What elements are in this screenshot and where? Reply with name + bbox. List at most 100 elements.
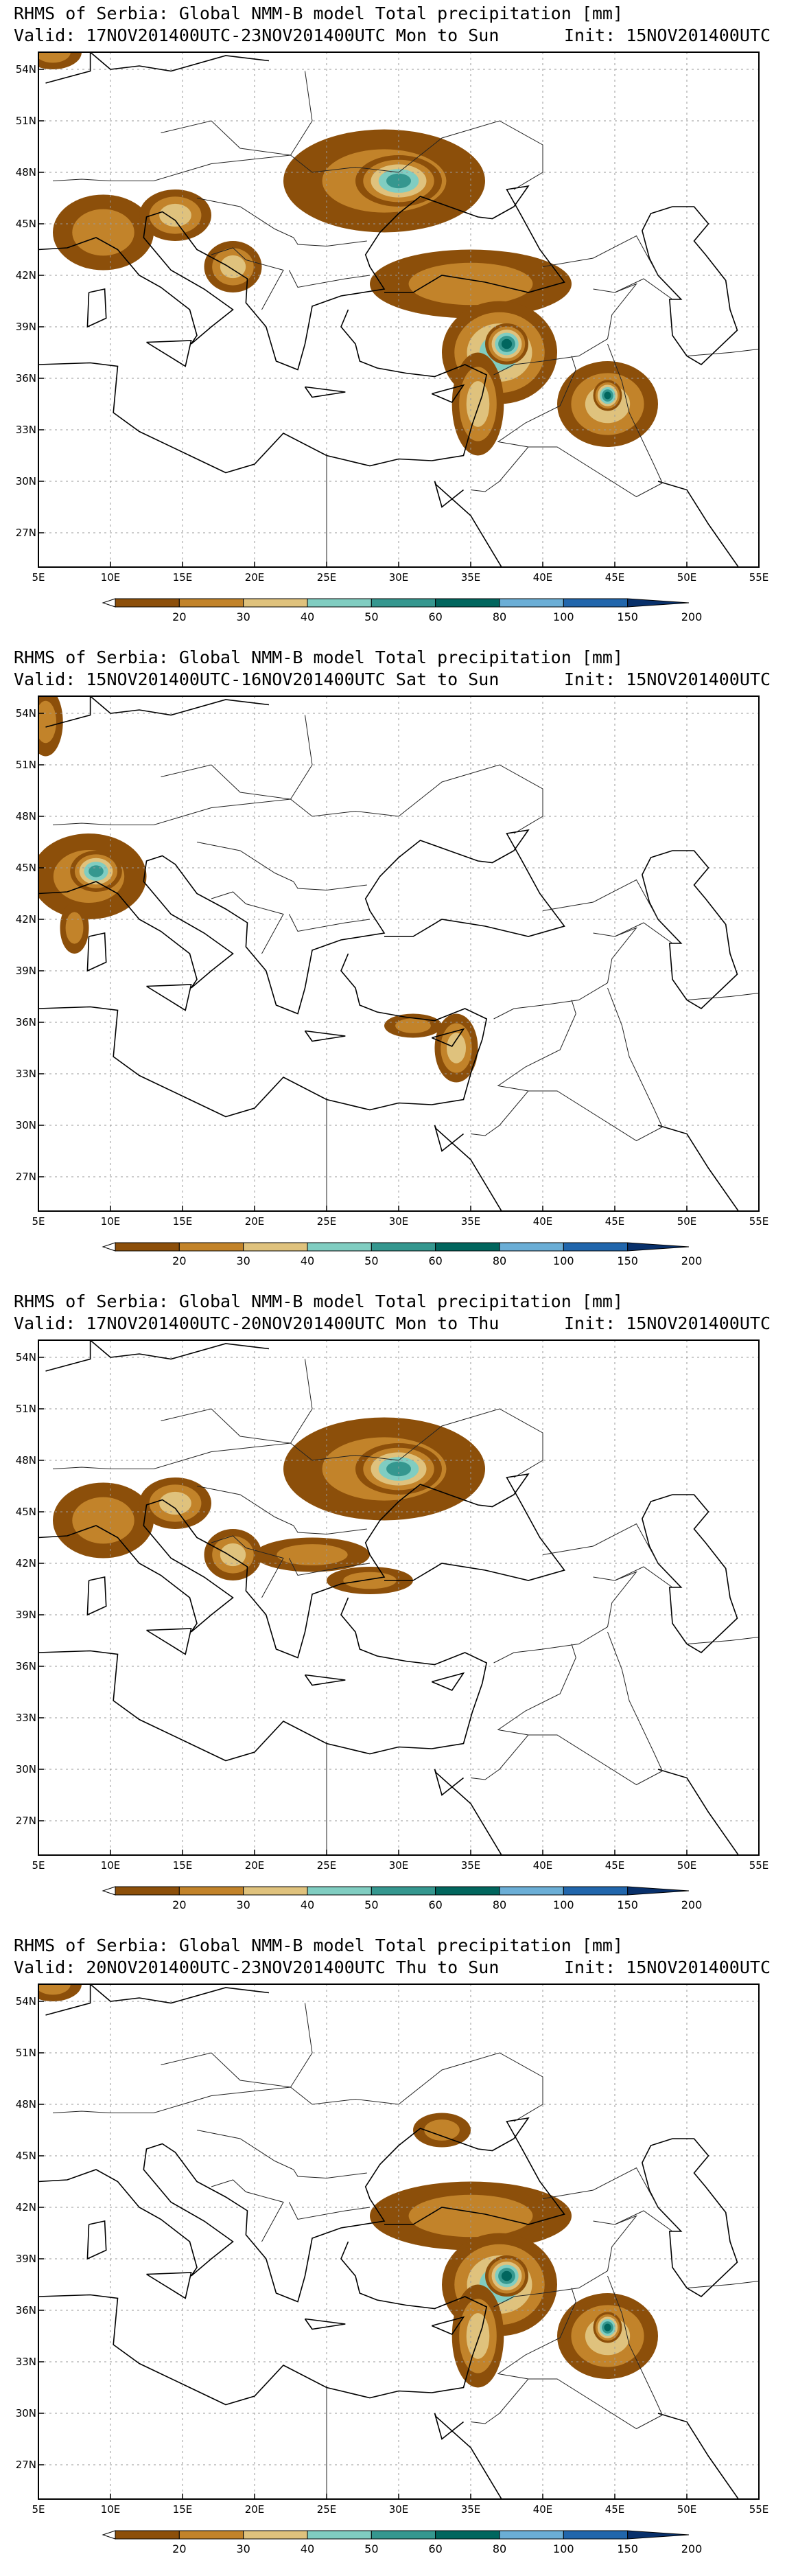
colorbar-label: 80 [493,610,506,623]
precip-contour [38,1984,71,1995]
country-border [542,235,659,276]
coastline [146,340,192,367]
latitude-tick-label: 33N [16,1712,36,1724]
coastline [38,2117,565,2303]
country-border [470,356,576,492]
valid-period: Valid: 17NOV201400UTC-20NOV201400UTC Mon… [14,1313,500,1333]
colorbar-segment [115,1886,180,1896]
coastline [642,2138,738,2297]
country-border [470,2288,576,2424]
colorbar-segment [499,598,564,608]
longitude-tick-label: 5E [32,571,45,584]
colorbar-segment [435,598,500,608]
precip-contour [38,700,57,744]
longitude-tick-label: 10E [101,1215,121,1228]
coastline [434,1125,502,1211]
colorbar-label: 30 [236,1254,250,1267]
colorbar-over-triangle [627,1242,690,1252]
colorbar-segment [563,2530,629,2540]
country-border [52,764,543,834]
coastline [146,1628,192,1655]
latitude-tick-label: 33N [16,424,36,436]
colorbar-label: 100 [553,1254,574,1267]
coastline [434,481,502,567]
colorbar-segment [307,1886,372,1896]
coastline [657,1125,759,1211]
country-border [470,1644,576,1780]
forecast-panel: RHMS of Serbia: Global NMM-B model Total… [0,644,798,1288]
latitude-tick-label: 48N [16,2098,36,2111]
latitude-tick-label: 27N [16,1815,36,1827]
init-time: Init: 15NOV201400UTC [563,669,771,689]
precip-contour [89,865,104,877]
colorbar-over-triangle [627,2530,690,2540]
latitude-tick-label: 45N [16,862,36,874]
colorbar-label: 50 [364,610,378,623]
colorbar-label: 80 [493,1898,506,1911]
colorbar-segment [499,2530,564,2540]
longitude-tick-label: 40E [533,1859,553,1872]
latitude-tick-label: 42N [16,2201,36,2213]
longitude-tick-label: 30E [389,1215,409,1228]
colorbar-label: 200 [681,2542,703,2555]
valid-period: Valid: 17NOV201400UTC-23NOV201400UTC Mon… [14,25,500,45]
country-border [493,1571,638,1664]
coastline [434,1769,502,1855]
init-time: Init: 15NOV201400UTC [563,25,771,45]
precip-contour [501,338,513,349]
coastline [642,850,738,1009]
precip-contour [277,1544,348,1565]
colorbar-label: 50 [364,1254,378,1267]
colorbar-segment [115,2530,180,2540]
latitude-tick-label: 54N [16,707,36,720]
latitude-tick-label: 42N [16,269,36,281]
colorbar-over-triangle [627,1886,690,1896]
colorbar-label: 150 [617,610,638,623]
latitude-tick-label: 36N [16,1660,36,1672]
country-border [614,278,673,300]
longitude-tick-label: 50E [677,1859,697,1872]
colorbar: 20 30 40 50 60 80 100 150 200 [102,1242,702,1267]
country-border [528,2378,663,2430]
latitude-tick-label: 27N [16,1171,36,1183]
country-border [52,2052,543,2122]
coastline [86,932,107,972]
coastline [38,829,565,1015]
colorbar-under-triangle [102,2530,116,2540]
longitude-tick-label: 40E [533,2503,553,2516]
country-border [211,2179,284,2242]
longitude-tick-label: 45E [605,1859,625,1872]
latitude-tick-label: 54N [16,63,36,76]
colorbar: 20 30 40 50 60 80 100 150 200 [102,2530,703,2555]
latitude-tick-label: 51N [16,1403,36,1415]
init-time: Init: 15NOV201400UTC [563,1313,771,1333]
longitude-tick-label: 35E [461,571,481,584]
latitude-tick-label: 48N [16,810,36,823]
precip-contour [386,173,411,189]
precip-contour [72,1497,134,1544]
country-border [528,446,663,498]
latitude-tick-label: 30N [16,1763,36,1775]
longitude-tick-label: 30E [389,2503,409,2516]
colorbar-segment [307,1242,372,1252]
country-border [542,1523,659,1564]
precip-contour [220,1543,246,1567]
coastline [38,2241,488,2406]
longitude-tick-label: 55E [749,1859,768,1872]
colorbar-label: 20 [172,1254,186,1267]
precip-contour [72,209,134,256]
panel-title: RHMS of Serbia: Global NMM-B model Total… [14,647,624,667]
coastline [38,953,488,1118]
colorbar-label: 80 [493,1254,506,1267]
latitude-tick-label: 30N [16,475,36,487]
colorbar-label: 80 [493,2542,506,2555]
colorbar-segment [243,1242,308,1252]
country-border [528,1090,663,1142]
country-border [196,2130,367,2179]
colorbar-segment [178,2530,244,2540]
coastline [642,206,738,365]
longitude-tick-label: 15E [173,1215,193,1228]
forecast-panel: RHMS of Serbia: Global NMM-B model Total… [0,0,798,644]
latitude-tick-label: 30N [16,2407,36,2419]
colorbar-label: 200 [681,1898,703,1911]
